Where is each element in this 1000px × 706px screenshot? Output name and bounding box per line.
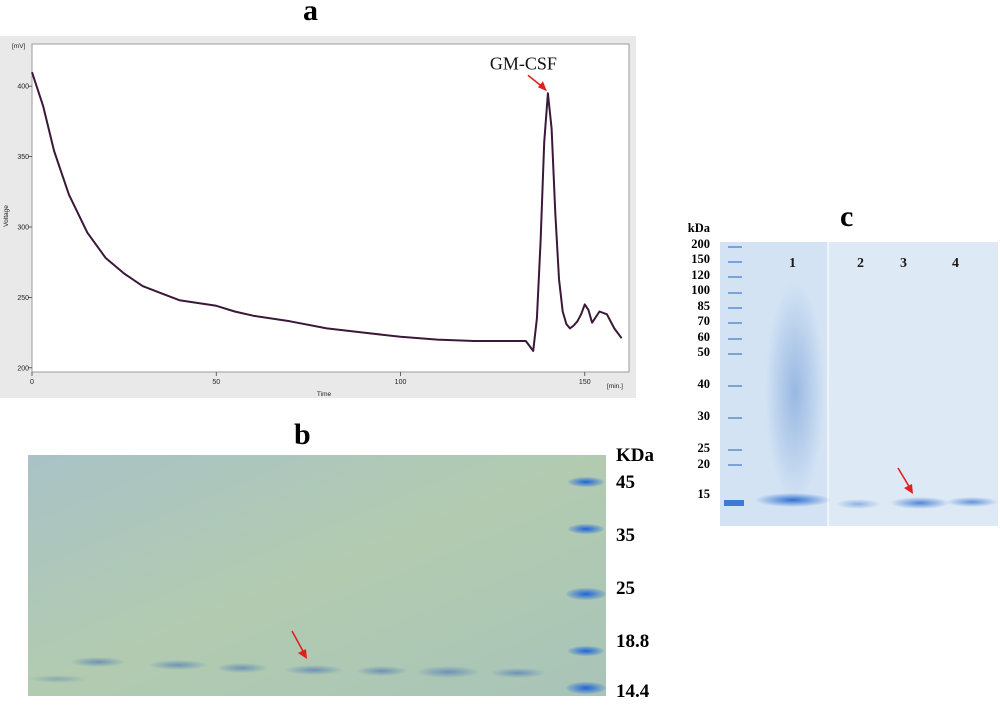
marker-band [568,524,604,534]
ladder-band [728,353,742,355]
chromatogram-chart: [mV] [min.] Time Voltage 0 50 100 150 200 250… [0,36,636,398]
gel-b-marker-lane [566,477,606,694]
ladder-band [728,322,742,324]
y-tick-label: 250 [17,295,29,302]
ladder-band [728,261,742,263]
gel-c-mw-header: kDa [687,221,710,235]
chromatogram-trace [31,71,623,352]
x-tick-label: 0 [30,379,34,386]
x-tick-label: 100 [395,379,407,386]
gel-b-marker-label: 25 [616,578,635,599]
gel-c-marker-label: 60 [697,330,711,344]
gel-c-marker-label: 120 [691,268,710,282]
gel-b-marker-label: 18.8 [616,631,650,652]
x-axis-label: Time [317,391,332,398]
axis-ticks: 0 50 100 150 200 250 300 350 400 [17,84,590,386]
gel-b-mw-header: KDa [616,445,654,466]
gel-band [490,668,546,678]
marker-band [566,682,606,694]
ladder-band [728,307,742,309]
gel-band [416,666,480,678]
peak-annotation-label: GM-CSF [490,53,557,73]
y-tick-label: 300 [17,225,29,232]
lane-1-smear [765,282,825,502]
gel-c-image [720,242,998,526]
gel-c-marker-label: 20 [697,457,711,471]
gel-c-arrow [897,467,911,489]
ladder-band [724,500,744,506]
gel-band [70,657,126,667]
ladder-band [728,417,742,419]
y-tick-label: 200 [17,365,29,372]
gel-c-lane-label: 1 [789,256,796,271]
gel-c-arrowhead [904,484,913,494]
peak-arrowhead [537,81,547,92]
gel-band [148,660,208,670]
y-tick-label: 350 [17,154,29,161]
gel-c-marker-label: 40 [697,377,711,391]
gel-c-marker-label: 150 [691,252,710,266]
panel-label-a: a [303,0,318,27]
gel-band [28,675,88,683]
ladder-band [728,338,742,340]
gel-c-lane-label: 4 [952,256,959,271]
gel-b-image [28,455,606,696]
ladder-band [728,385,742,387]
gel-c-lane-label: 3 [900,256,907,271]
gel-b-background [28,455,606,696]
marker-band [568,646,604,656]
lane-3-band [890,497,950,509]
lane-1-band [755,493,831,507]
lane-4-band [946,497,998,507]
gel-band [216,663,268,673]
gel-c-background-right [828,242,998,526]
y-axis-label: Voltage [3,205,10,227]
gel-b-marker-label: 14.4 [616,681,650,702]
panel-label-c: c [840,200,854,233]
ladder-band [728,276,742,278]
y-tick-label: 400 [17,84,29,91]
ladder-band [728,292,742,294]
gel-c-marker-label: 15 [697,487,711,501]
gel-band [356,666,408,676]
plot-area [31,43,630,373]
ladder-band [728,464,742,466]
ladder-band [728,449,742,451]
gel-c-lane-label: 2 [857,256,864,271]
gel-c-marker-label: 100 [691,283,710,297]
marker-band [568,477,604,487]
gel-b-marker-label: 35 [616,525,635,546]
gel-c-marker-label: 200 [691,237,710,251]
panel-label-b: b [294,418,311,451]
gel-c-marker-label: 85 [697,299,711,313]
x-tick-label: 50 [212,379,220,386]
x-unit-label: [min.] [607,383,623,390]
gel-c-marker-label: 25 [697,441,711,455]
marker-band [566,588,606,600]
gel-b-arrow [291,630,305,654]
lane-2-band [836,499,880,509]
gel-c-marker-label: 70 [697,314,711,328]
gel-c-marker-label: 30 [697,409,711,423]
gel-band [284,665,344,675]
gel-b-sample-bands [28,657,546,683]
ladder-band [728,246,742,248]
gel-b-marker-label: 45 [616,472,635,493]
x-tick-label: 150 [579,379,591,386]
gel-b-arrowhead [298,649,307,659]
y-unit-label: [mV] [12,43,26,50]
gel-c-marker-label: 50 [697,345,711,359]
gel-c-ladder [724,246,744,506]
